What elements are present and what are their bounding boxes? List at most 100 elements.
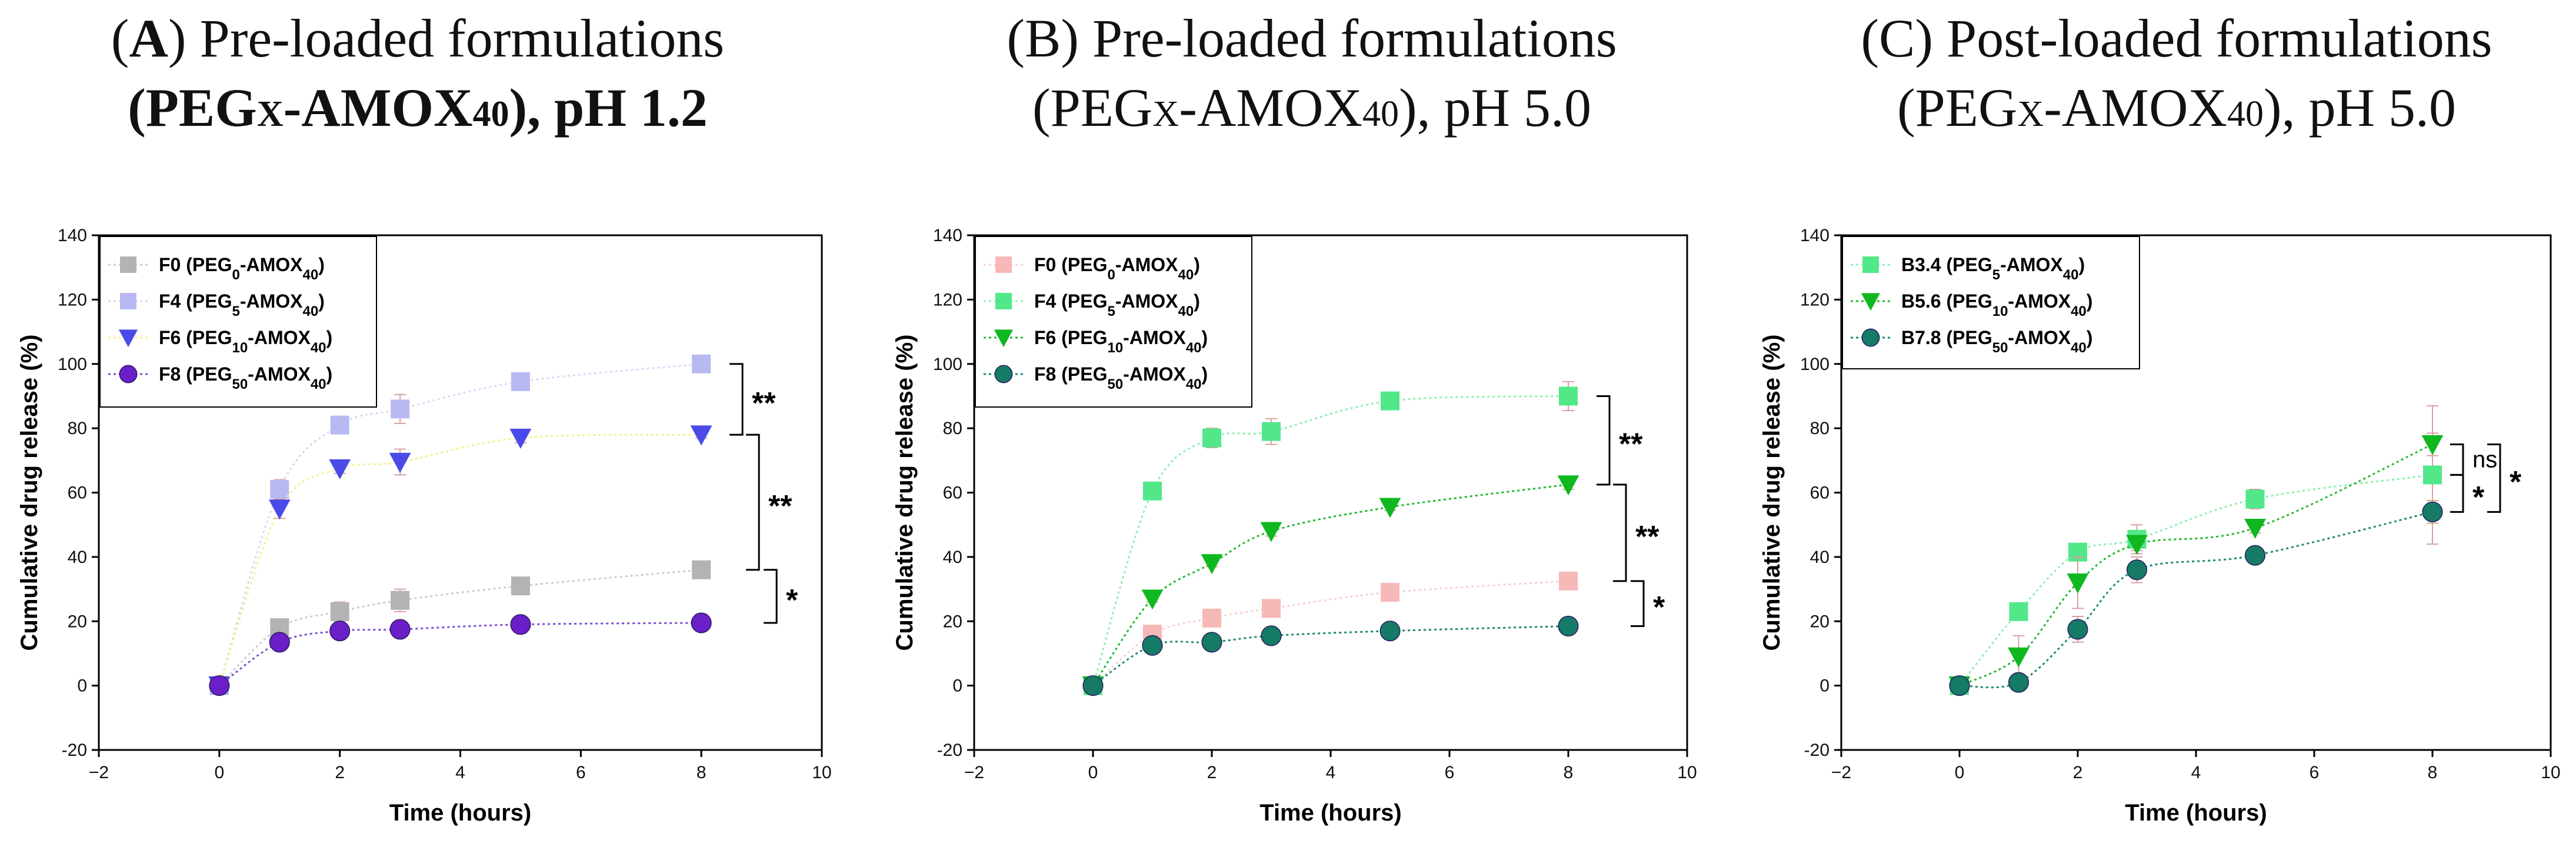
data-point [2421, 435, 2444, 455]
significance-label: * [2510, 465, 2522, 499]
y-tick-label: 140 [933, 226, 962, 245]
legend-box [1842, 236, 2140, 369]
legend-text-part: -AMOX [1115, 254, 1178, 275]
legend-marker [1861, 293, 1881, 311]
data-point [268, 499, 291, 520]
data-point [1142, 635, 1163, 656]
series-F6 [208, 425, 712, 697]
y-tick-label: -20 [1804, 741, 1829, 760]
data-point [1558, 615, 1579, 637]
x-tick-label: 6 [1445, 763, 1455, 782]
x-tick-label: −2 [964, 763, 984, 782]
data-point [692, 560, 711, 579]
x-tick-label: 10 [1677, 763, 1697, 782]
x-tick-label: 2 [1207, 763, 1217, 782]
data-point [1202, 428, 1221, 448]
series-line [218, 433, 702, 686]
peg-x: X [256, 94, 284, 134]
legend-text-part: ) [2087, 327, 2093, 348]
peg-x: X [2017, 94, 2044, 134]
data-point [2244, 519, 2266, 539]
x-tick-label: 4 [2191, 763, 2201, 782]
y-tick-label: 0 [1819, 676, 1829, 696]
data-point [1559, 386, 1578, 406]
legend-text-part: ) [1194, 254, 1200, 275]
significance-label: * [1653, 591, 1665, 625]
data-point [329, 459, 351, 479]
significance-bracket [2450, 473, 2464, 513]
significance-bracket [729, 363, 744, 436]
data-point [1949, 675, 1970, 696]
series-F6 [1082, 475, 1579, 697]
legend-subscript: 40 [302, 267, 318, 283]
y-axis-label: Cumulative drug release (%) [892, 335, 918, 651]
legend-marker [994, 365, 1013, 384]
legend-text-part: -AMOX [2008, 291, 2071, 312]
data-point [209, 675, 230, 696]
data-point [391, 591, 410, 610]
legend-text-part: F6 (PEG [159, 327, 232, 348]
data-point [1379, 621, 1401, 642]
y-tick-label: 120 [58, 290, 87, 309]
data-point [391, 399, 410, 419]
data-point [1381, 583, 1399, 602]
panel-c-title: (C) Post-loaded formulations (PEGX-AMOX4… [1861, 8, 2492, 138]
data-point [1201, 554, 1223, 575]
data-point [1262, 422, 1281, 441]
y-tick-label: 80 [68, 419, 87, 438]
legend-text-part: -AMOX [1123, 364, 1186, 385]
series-line [218, 363, 702, 686]
y-tick-label: 0 [952, 676, 962, 696]
x-tick-label: 10 [2541, 763, 2560, 782]
x-axis-label: Time (hours) [389, 800, 532, 826]
significance-label: ** [752, 386, 776, 421]
legend-label: F4 (PEG5-AMOX40) [1034, 291, 1200, 319]
y-tick-label: 120 [933, 290, 962, 309]
legend-text-part: F4 (PEG [1034, 291, 1107, 312]
legend-label: F0 (PEG0-AMOX40) [1034, 254, 1200, 283]
series-line [1958, 473, 2433, 686]
data-point [2126, 559, 2148, 581]
legend-text-part: -AMOX [240, 291, 303, 312]
legend-label: F8 (PEG50-AMOX40) [159, 364, 332, 392]
legend-text-part: F0 (PEG [159, 254, 232, 275]
data-point [2067, 619, 2088, 640]
legend-subscript: 10 [1992, 304, 2008, 319]
significance-label: * [2472, 481, 2485, 515]
amox-text: -AMOX [2044, 78, 2227, 138]
y-tick-label: 60 [1810, 483, 1829, 503]
legend-text-part: B5.6 (PEG [1901, 291, 1992, 312]
legend-text-part: B3.4 (PEG [1901, 254, 1992, 275]
chart-panel-2: -20 0 20 40 60 80 100 120 140 −2 0 2 4 6 8 10 Time (hour… [1759, 226, 2561, 826]
x-tick-label: 8 [1564, 763, 1574, 782]
legend-text-part: -AMOX [1115, 291, 1178, 312]
data-point [1082, 675, 1104, 696]
x-tick-label: 2 [2073, 763, 2083, 782]
series-line [218, 569, 702, 686]
significance-label: ** [768, 489, 792, 523]
legend-marker [995, 256, 1012, 273]
y-axis-label: Cumulative drug release (%) [1759, 335, 1785, 651]
legend-text-part: -AMOX [248, 327, 311, 348]
y-tick-label: 140 [58, 226, 87, 245]
significance-bracket [2450, 443, 2464, 476]
data-point [1141, 589, 1164, 610]
legend-text-part: F0 (PEG [1034, 254, 1107, 275]
data-point [270, 480, 289, 499]
panel-heading: Post-loaded formulations [1947, 8, 2492, 68]
data-point [691, 612, 712, 633]
legend-subscript: 40 [2063, 267, 2079, 283]
y-tick-label: 140 [1800, 226, 1829, 245]
y-tick-label: 40 [68, 548, 87, 567]
data-point [2244, 545, 2266, 566]
legend-text-part: F8 (PEG [159, 364, 232, 385]
legend-subscript: 0 [1107, 267, 1115, 283]
legend-text-part: ) [2078, 254, 2085, 275]
series-line [1092, 625, 1569, 686]
legend-text-part: F6 (PEG [1034, 327, 1107, 348]
data-point [2067, 573, 2089, 594]
series-F8 [209, 612, 712, 696]
data-point [1202, 608, 1221, 628]
series-F0 [209, 560, 711, 695]
legend-subscript: 40 [2071, 340, 2087, 356]
